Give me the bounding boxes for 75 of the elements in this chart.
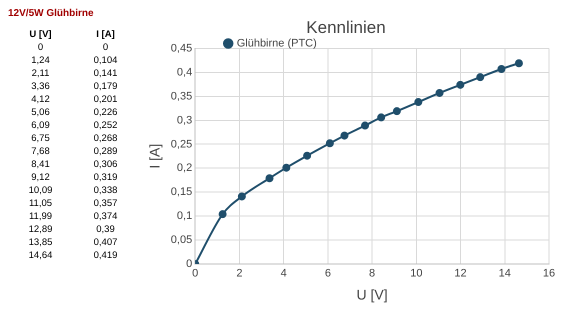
y-tick-label: 0 (186, 258, 192, 270)
x-tick-label: 6 (324, 268, 331, 280)
point (476, 73, 484, 82)
text: 0,289 (92, 146, 118, 157)
point (377, 113, 386, 122)
text: 6,09 (30, 120, 51, 131)
text: 0,226 (92, 107, 118, 118)
text: 11,99 (28, 211, 54, 222)
x-tick-label: 8 (369, 268, 376, 280)
text: 6,75 (30, 133, 51, 144)
text: 8,41 (30, 159, 51, 170)
text: 0,179 (92, 81, 118, 92)
y-tick-label: 0,2 (176, 162, 192, 174)
text: 0,357 (92, 198, 118, 209)
text: 14,64 (28, 250, 54, 261)
text: 12V/5W Glühbirne (8, 8, 95, 19)
point (497, 65, 506, 73)
text: 0,338 (92, 185, 118, 196)
point (326, 139, 334, 148)
text: 0,306 (92, 159, 118, 170)
text: 13,85 (28, 237, 54, 248)
text: 0,252 (92, 120, 118, 131)
text: 1,24 (30, 55, 51, 66)
text: 2,11 (30, 68, 50, 79)
text: 7,68 (30, 146, 51, 157)
text: 9,12 (30, 172, 51, 183)
text: 0,374 (92, 211, 118, 222)
text: I [A] (95, 29, 116, 40)
text: 0,201 (92, 94, 118, 105)
y-tick-label: 0,15 (170, 186, 192, 198)
y-tick-label: 0,4 (176, 66, 192, 78)
x-tick-label: 10 (410, 268, 422, 280)
y-tick-label: 0,1 (176, 210, 192, 222)
legend-label: Glühbirne (PTC) (236, 38, 317, 50)
text: 4,12 (30, 94, 51, 105)
point (218, 210, 227, 218)
x-tick-label: 14 (498, 268, 511, 280)
text: 0,39 (95, 224, 116, 235)
text: 0 (102, 42, 110, 53)
point (456, 80, 464, 89)
x-axis-title: U [V] (356, 286, 388, 302)
point (303, 152, 312, 160)
y-axis-title: I [A] (146, 144, 162, 169)
text: 11,05 (28, 198, 54, 209)
text: U [V] (28, 29, 53, 40)
x-tick-label: 12 (454, 268, 467, 280)
point (414, 98, 422, 106)
text: 0,419 (92, 250, 118, 261)
text: 3,36 (30, 81, 51, 92)
point (238, 192, 246, 200)
text: 0 (36, 42, 44, 53)
y-tick-label: 0,45 (170, 42, 192, 54)
text: 5,06 (30, 107, 51, 118)
point (436, 88, 444, 97)
text: 0,319 (92, 172, 118, 183)
text: 0,104 (92, 55, 118, 66)
y-tick-label: 0,05 (170, 234, 192, 246)
chart-title: Kennlinien (306, 18, 386, 37)
point (266, 174, 274, 182)
x-tick-label: 4 (280, 268, 287, 280)
y-tick-label: 0,3 (176, 114, 192, 126)
x-tick-label: 16 (542, 268, 556, 280)
x-tick-label: 2 (236, 268, 242, 280)
text: 0,141 (92, 68, 118, 79)
point (361, 122, 370, 130)
y-tick-label: 0,35 (170, 90, 192, 102)
text: 10,09 (28, 185, 54, 196)
point (392, 107, 401, 116)
text: 12,89 (28, 224, 54, 235)
point (340, 132, 348, 140)
text: 0,407 (92, 237, 118, 248)
point (282, 164, 290, 172)
text: 0,268 (92, 133, 118, 144)
point (514, 59, 523, 68)
y-tick-label: 0,25 (170, 138, 192, 150)
